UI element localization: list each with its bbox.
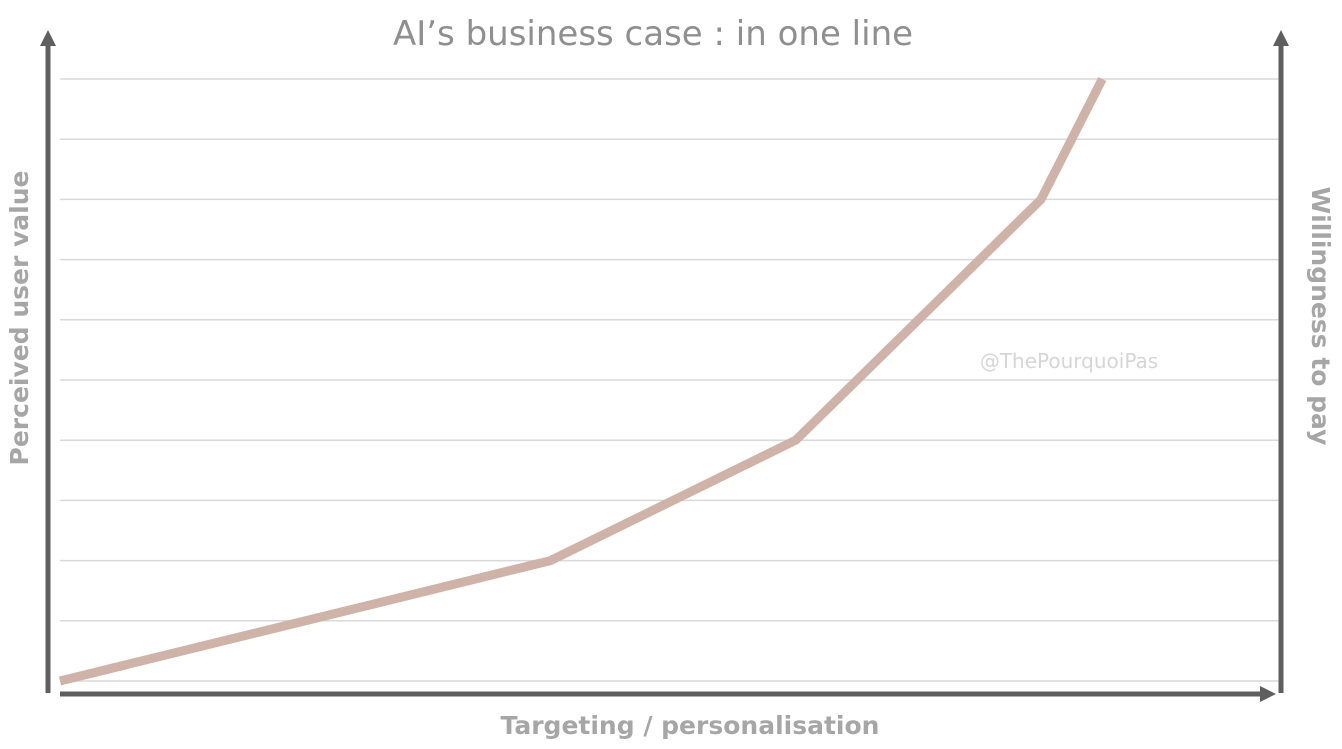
chart-title: AI’s business case : in one line: [393, 14, 913, 54]
y-axis-label-right: Willingness to pay: [1306, 187, 1335, 446]
series-line: [58, 76, 1107, 686]
series-group: [58, 76, 1107, 686]
watermark-annotation: @ThePourquoiPas: [980, 349, 1158, 373]
gridlines: [60, 78, 1282, 682]
x-axis-label: Targeting / personalisation: [501, 711, 880, 740]
y-axis-label-left: Perceived user value: [5, 171, 34, 466]
